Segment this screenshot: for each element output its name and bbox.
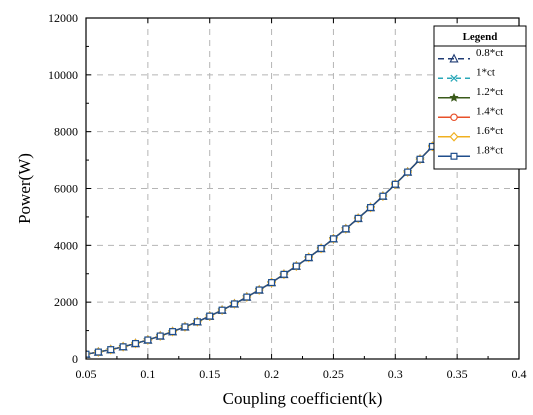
data-point xyxy=(193,318,201,326)
data-point xyxy=(342,225,350,233)
legend-marker xyxy=(449,53,459,63)
y-tick-label: 8000 xyxy=(54,125,78,139)
legend-item: 1.2*ct xyxy=(438,86,503,102)
y-tick-label: 12000 xyxy=(48,11,78,25)
data-point xyxy=(280,270,288,278)
data-point xyxy=(169,328,177,336)
legend-title: Legend xyxy=(463,31,498,43)
x-tick-label: 0.1 xyxy=(140,367,155,381)
x-axis-title: Coupling coefficient(k) xyxy=(223,389,383,408)
legend-item: 1*ct xyxy=(438,66,495,82)
y-tick-label: 10000 xyxy=(48,68,78,82)
data-point xyxy=(131,340,139,348)
legend-label: 1*ct xyxy=(476,66,495,78)
legend-label: 1.8*ct xyxy=(476,144,503,156)
y-axis-title: Power(W) xyxy=(15,153,34,224)
data-point xyxy=(243,293,251,301)
x-tick-label: 0.35 xyxy=(447,367,468,381)
y-tick-label: 6000 xyxy=(54,182,78,196)
legend-item: 0.8*ct xyxy=(438,47,503,63)
legend: Legend 0.8*ct 1*ct 1.2*ct 1.4*ct 1.6*ct 1.8*c… xyxy=(433,25,527,170)
legend-marker xyxy=(449,92,459,102)
legend-item: 1.4*ct xyxy=(438,105,503,122)
x-tick-label: 0.3 xyxy=(388,367,403,381)
data-point xyxy=(181,323,189,331)
data-point xyxy=(107,346,115,354)
data-point xyxy=(218,306,226,314)
data-point xyxy=(255,286,263,294)
data-point xyxy=(119,343,127,351)
data-point xyxy=(230,300,238,308)
legend-label: 0.8*ct xyxy=(476,47,503,59)
legend-marker xyxy=(449,131,459,142)
legend-marker-stroke xyxy=(450,74,458,82)
legend-marker xyxy=(450,152,458,160)
data-point xyxy=(354,214,362,222)
legend-items: 0.8*ct 1*ct 1.2*ct 1.4*ct 1.6*ct 1.8*ct xyxy=(438,47,503,160)
legend-label: 1.4*ct xyxy=(476,105,503,117)
legend-marker xyxy=(450,74,458,82)
data-point xyxy=(367,204,375,212)
y-tick-label: 2000 xyxy=(54,295,78,309)
data-point xyxy=(86,350,90,358)
x-tick-label: 0.25 xyxy=(323,367,344,381)
data-point xyxy=(144,336,152,344)
data-point xyxy=(416,155,424,163)
data-point xyxy=(292,262,300,270)
data-point xyxy=(379,192,387,200)
axis-ticks: 0.05 0.1 0.15 0.2 0.25 0.3 0.35 0.4 0 2000 4000 600… xyxy=(48,11,527,381)
x-tick-label: 0.05 xyxy=(76,367,97,381)
data-point xyxy=(404,168,412,176)
data-point xyxy=(391,180,399,188)
y-tick-label: 4000 xyxy=(54,238,78,252)
data-point xyxy=(329,235,337,243)
y-tick-label: 0 xyxy=(72,352,78,366)
legend-label: 1.6*ct xyxy=(476,125,503,137)
data-point xyxy=(268,279,276,287)
legend-item: 1.6*ct xyxy=(438,125,503,142)
data-point xyxy=(94,348,102,356)
x-tick-label: 0.15 xyxy=(199,367,220,381)
data-point xyxy=(305,254,313,262)
data-point xyxy=(206,312,214,320)
legend-label: 1.2*ct xyxy=(476,86,503,98)
data-point xyxy=(317,244,325,252)
legend-marker xyxy=(450,113,458,122)
x-tick-label: 0.4 xyxy=(512,367,527,381)
legend-item: 1.8*ct xyxy=(438,144,503,160)
data-point xyxy=(156,332,164,340)
x-tick-label: 0.2 xyxy=(264,367,279,381)
